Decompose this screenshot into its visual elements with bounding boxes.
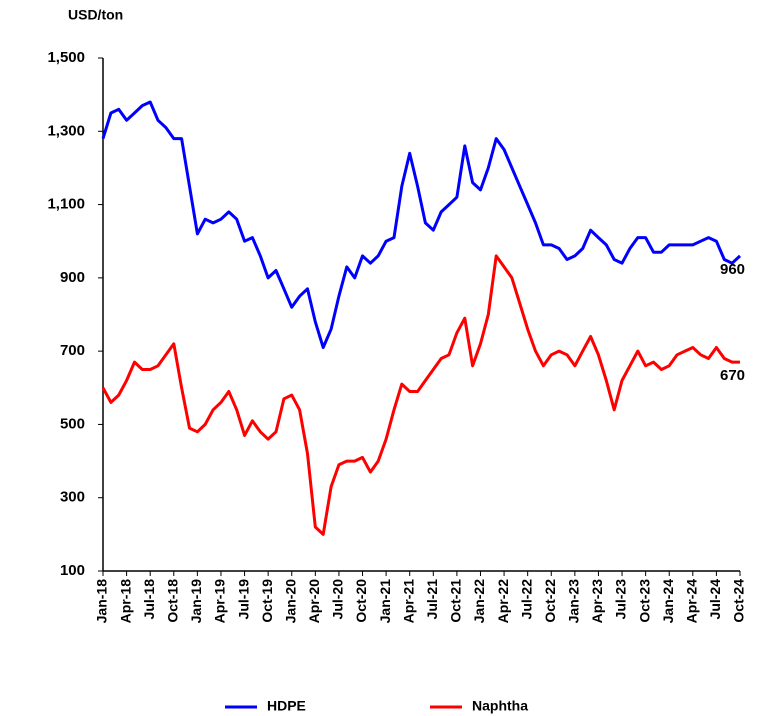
x-tick-label: Oct-21 [448,579,464,623]
x-tick-label: Jan-20 [282,579,298,624]
y-tick-label: 1,100 [47,196,85,213]
x-tick-label: Oct-24 [731,579,747,623]
y-tick-label: 1,500 [47,49,85,66]
x-tick-label: Oct-18 [164,579,180,623]
x-tick-label: Apr-22 [495,579,511,624]
legend-label: HDPE [267,698,306,714]
x-tick-label: Jan-24 [660,579,676,624]
x-tick-label: Jul-21 [424,579,440,620]
x-tick-label: Apr-23 [589,579,605,624]
annotation: 670 [720,367,745,384]
x-tick-label: Oct-22 [542,579,558,623]
x-tick-label: Apr-21 [400,579,416,624]
y-tick-label: 900 [60,269,85,286]
x-tick-label: Apr-19 [212,579,228,624]
x-tick-label: Oct-23 [636,579,652,623]
annotation: 960 [720,261,745,278]
x-tick-label: Jan-18 [94,579,110,624]
x-tick-label: Jan-23 [566,579,582,624]
x-tick-label: Jan-21 [377,579,393,624]
x-tick-label: Jul-22 [518,579,534,620]
y-tick-label: 100 [60,562,85,579]
x-tick-label: Oct-20 [353,579,369,623]
y-axis-label: USD/ton [68,7,123,23]
line-series [101,100,742,349]
y-tick-label: 700 [60,342,85,359]
x-tick-label: Jul-24 [707,579,723,620]
x-tick-label: Oct-19 [259,579,275,623]
legend-label: Naphtha [472,698,528,714]
x-tick-label: Apr-24 [684,579,700,624]
x-tick-label: Jul-18 [141,579,157,620]
y-tick-label: 1,300 [47,122,85,139]
line-series [101,254,740,536]
y-tick-label: 500 [60,415,85,432]
x-tick-label: Jan-22 [471,579,487,624]
y-tick-label: 300 [60,489,85,506]
x-tick-label: Jul-20 [330,579,346,620]
x-tick-label: Apr-18 [117,579,133,624]
x-tick-label: Jul-23 [613,579,629,620]
x-tick-label: Jul-19 [235,579,251,620]
x-tick-label: Jan-19 [188,579,204,624]
x-tick-label: Apr-20 [306,579,322,624]
